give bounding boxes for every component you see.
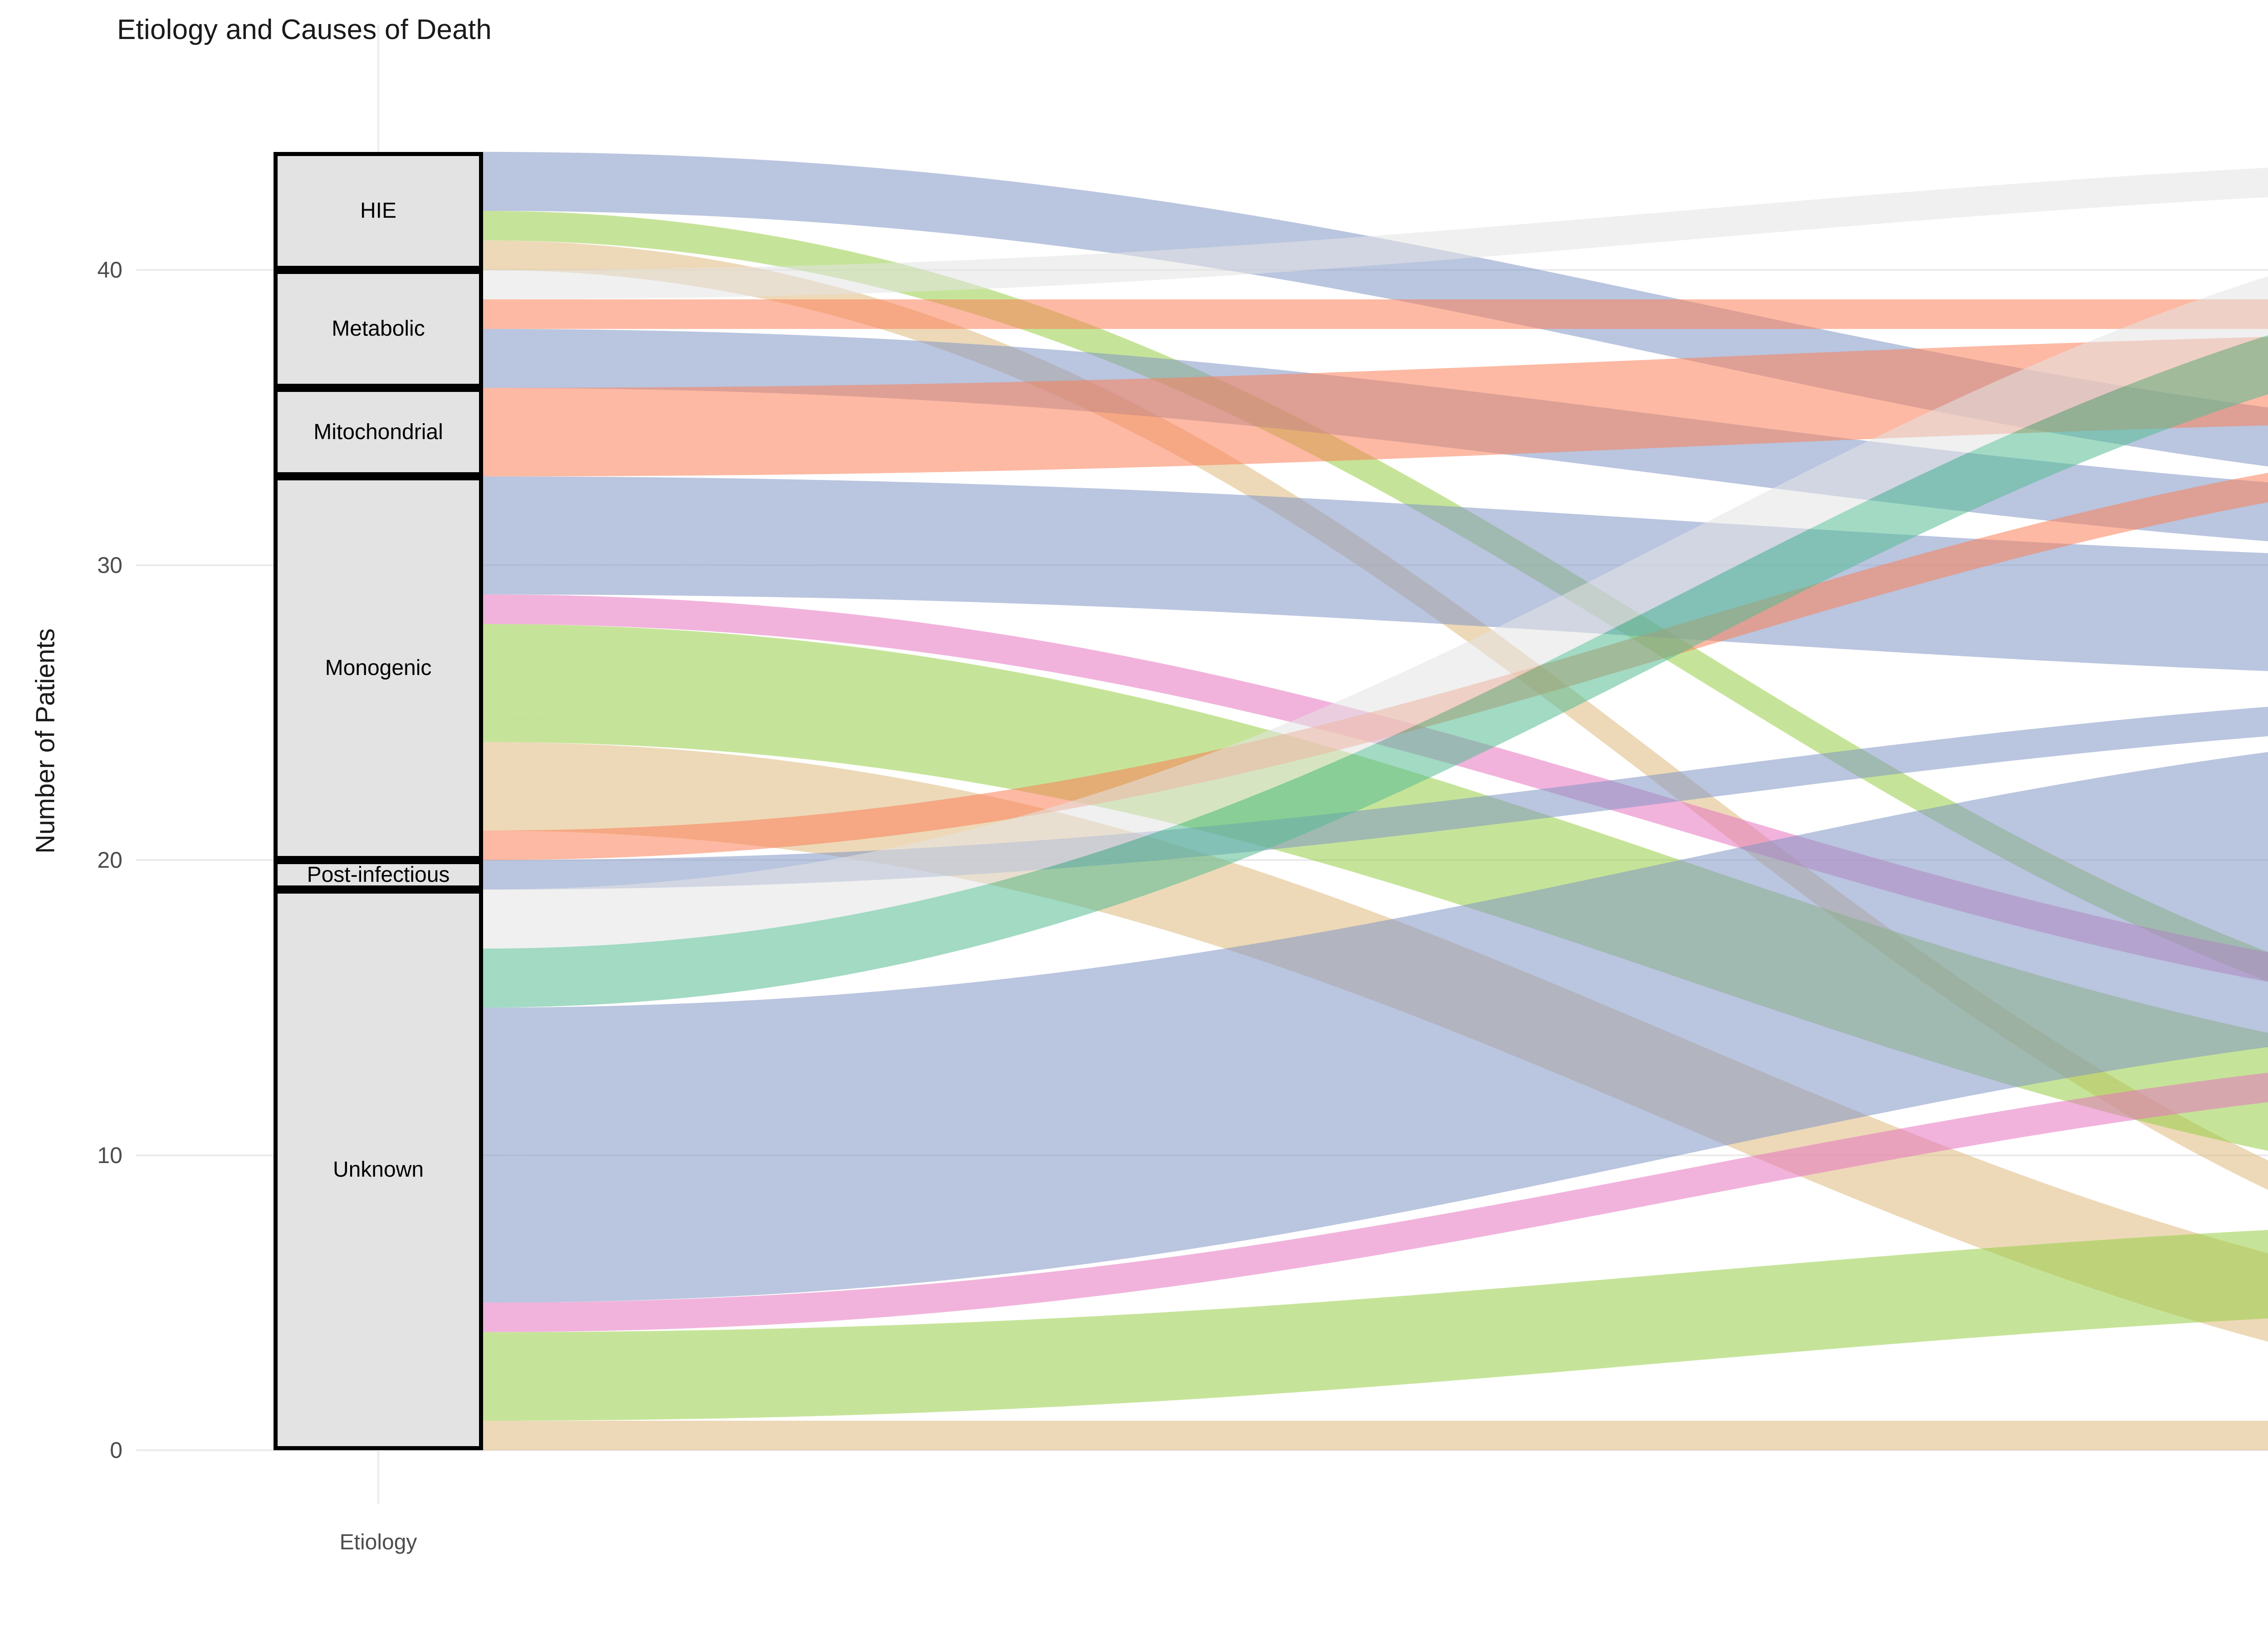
sankey-node-hie[interactable]: HIE [274,152,483,270]
sankey-flow-mitochondrial-to-infection[interactable] [483,358,2268,477]
sankey-flow-metabolic-to-unknown[interactable] [483,152,2268,300]
x-axis-tick-label: Etiology [339,1530,417,1555]
sankey-flow-monogenic-to-infection[interactable] [483,417,2268,860]
y-axis-tick-label: 10 [97,1142,122,1168]
plot-area [122,0,2268,1633]
sankey-flow-monogenic-to-respiratory[interactable] [483,565,2268,683]
sankey-flow-mitochondrial-to-infection[interactable] [483,329,2268,418]
sankey-flow-unknown-to-other[interactable] [483,1420,2268,1451]
sankey-flow-post-infectious-to-respiratory[interactable] [483,683,2268,890]
sankey-flow-unknown-to-respiratory[interactable] [483,713,2268,1155]
sankey-node-label: Unknown [332,1158,424,1182]
sankey-flow-metabolic-to-infection[interactable] [483,299,2268,329]
y-axis-tick-label: 20 [97,847,122,873]
sankey-node-label: Metabolic [332,317,425,341]
sankey-node-unknown[interactable]: Unknown [274,890,483,1450]
y-axis-tick-label: 0 [110,1437,122,1463]
sankey-flow-unknown-to-cardiac[interactable] [483,240,2268,1008]
y-axis-ticks: 0 10 20 30 40 [36,0,122,1633]
sankey-node-label: Monogenic [325,656,432,680]
sankey-flow-unknown-to-stroke[interactable] [483,1037,2268,1332]
sankey-node-monogenic[interactable]: Monogenic [274,476,483,860]
sankey-node-label: Mitochondrial [313,420,443,444]
sankey-flow-unknown-to-respiratory[interactable] [483,860,2268,1303]
sankey-node-post-infectious[interactable]: Post-infectious [274,860,483,890]
page-title: Etiology and Causes of Death [117,14,492,45]
y-axis-tick-label: 40 [97,257,122,283]
sankey-node-mitochondrial[interactable]: Mitochondrial [274,388,483,477]
y-axis-tick-label: 30 [97,552,122,578]
sankey-flow-unknown-to-unknown[interactable] [483,181,2268,949]
sankey-node-label: Post-infectious [307,862,450,887]
sankey-node-label: HIE [360,198,396,223]
flow-ribbons [483,152,2268,1451]
sankey-node-metabolic[interactable]: Metabolic [274,270,483,388]
sankey-flow-unknown-to-sudep[interactable] [483,1214,2268,1421]
